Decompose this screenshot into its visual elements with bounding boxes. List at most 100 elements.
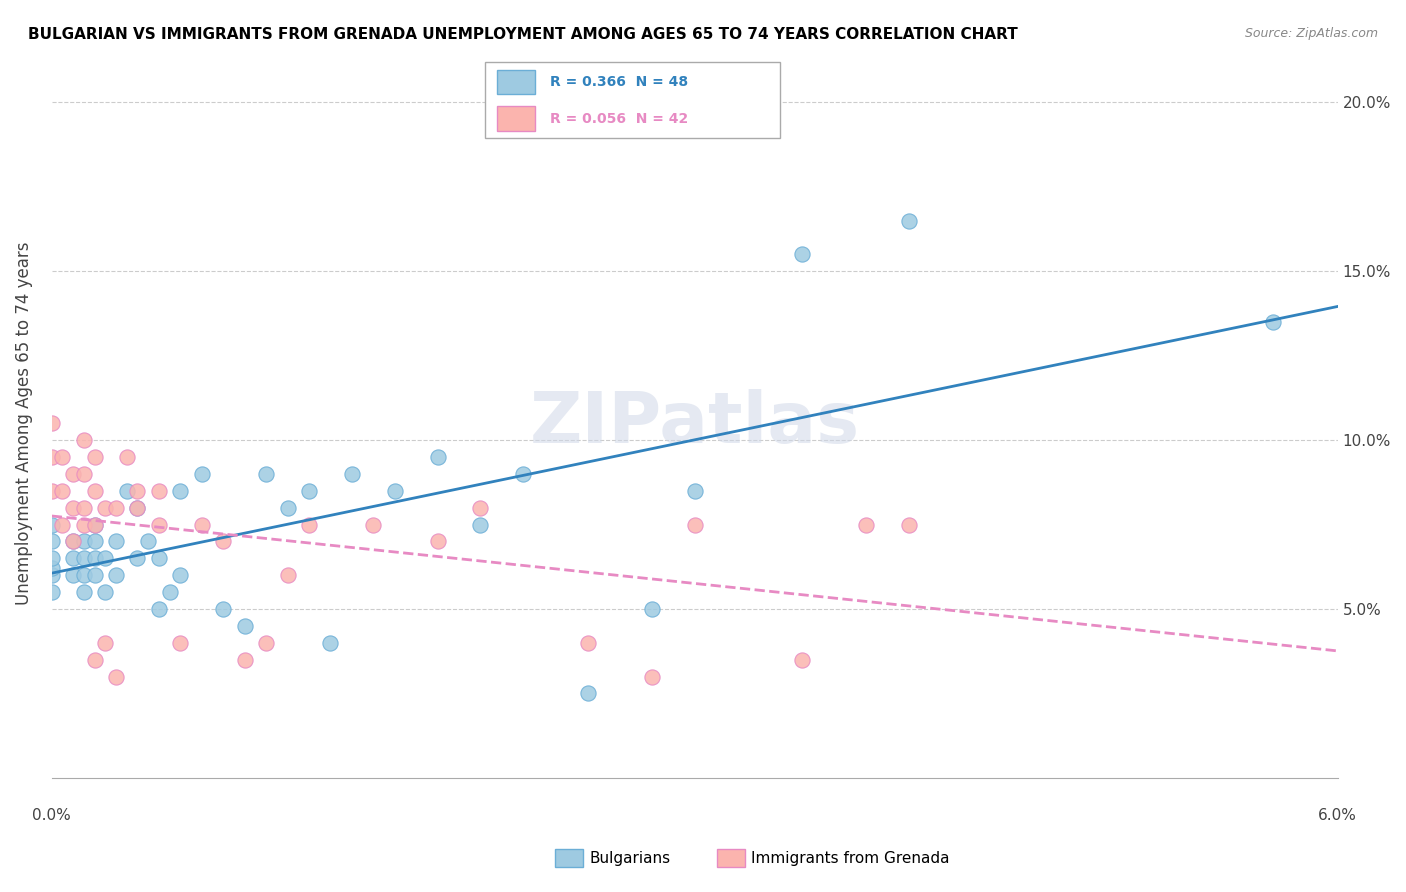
Point: [94, 500, 117, 515]
Point: [254, 636, 277, 650]
Point: [426, 450, 449, 464]
Point: [62, 467, 84, 481]
Point: [276, 500, 298, 515]
Point: [51, 483, 73, 498]
Point: [212, 534, 235, 549]
Text: ZIPatlas: ZIPatlas: [530, 389, 860, 458]
Point: [73, 433, 96, 447]
Point: [276, 568, 298, 582]
Point: [127, 500, 149, 515]
Point: [855, 517, 877, 532]
Point: [426, 534, 449, 549]
Point: [73, 467, 96, 481]
Point: [898, 213, 921, 227]
Point: [127, 500, 149, 515]
Point: [136, 534, 159, 549]
Bar: [496, 70, 536, 95]
Point: [62, 551, 84, 566]
Point: [41, 450, 63, 464]
Point: [361, 517, 384, 532]
Point: [83, 517, 105, 532]
Point: [233, 619, 256, 633]
Point: [191, 517, 214, 532]
Point: [105, 500, 128, 515]
Text: Source: ZipAtlas.com: Source: ZipAtlas.com: [1244, 27, 1378, 40]
Point: [73, 500, 96, 515]
Point: [683, 517, 706, 532]
Point: [127, 483, 149, 498]
Point: [83, 568, 105, 582]
Point: [41, 568, 63, 582]
Y-axis label: Unemployment Among Ages 65 to 74 years: Unemployment Among Ages 65 to 74 years: [15, 242, 32, 605]
Point: [298, 517, 321, 532]
Point: [73, 517, 96, 532]
Point: [898, 517, 921, 532]
Point: [62, 500, 84, 515]
Point: [148, 517, 170, 532]
Point: [83, 517, 105, 532]
Point: [790, 653, 813, 667]
Point: [94, 551, 117, 566]
Point: [94, 585, 117, 599]
Point: [105, 669, 128, 683]
Point: [169, 636, 191, 650]
Point: [641, 602, 664, 616]
Point: [51, 450, 73, 464]
Point: [254, 467, 277, 481]
Point: [94, 636, 117, 650]
Point: [576, 636, 599, 650]
Point: [83, 551, 105, 566]
Point: [641, 669, 664, 683]
Text: 0.0%: 0.0%: [32, 808, 72, 823]
Point: [105, 568, 128, 582]
Point: [115, 483, 138, 498]
Point: [384, 483, 406, 498]
Point: [212, 602, 235, 616]
Point: [62, 534, 84, 549]
Point: [73, 551, 96, 566]
Point: [73, 568, 96, 582]
Text: BULGARIAN VS IMMIGRANTS FROM GRENADA UNEMPLOYMENT AMONG AGES 65 TO 74 YEARS CORR: BULGARIAN VS IMMIGRANTS FROM GRENADA UNE…: [28, 27, 1018, 42]
Point: [41, 551, 63, 566]
Point: [683, 483, 706, 498]
Point: [127, 551, 149, 566]
Point: [159, 585, 181, 599]
Point: [115, 450, 138, 464]
Point: [73, 585, 96, 599]
Point: [470, 500, 492, 515]
Point: [340, 467, 363, 481]
Point: [233, 653, 256, 667]
Point: [62, 568, 84, 582]
Point: [41, 483, 63, 498]
Point: [41, 585, 63, 599]
Point: [298, 483, 321, 498]
FancyBboxPatch shape: [485, 62, 780, 138]
Point: [83, 483, 105, 498]
Point: [148, 551, 170, 566]
Point: [169, 568, 191, 582]
Point: [41, 517, 63, 532]
Point: [576, 686, 599, 700]
Point: [1263, 315, 1285, 329]
Text: R = 0.056  N = 42: R = 0.056 N = 42: [550, 112, 689, 126]
Text: Immigrants from Grenada: Immigrants from Grenada: [751, 851, 949, 865]
Point: [169, 483, 191, 498]
Point: [41, 534, 63, 549]
Point: [148, 483, 170, 498]
Point: [470, 517, 492, 532]
Text: R = 0.366  N = 48: R = 0.366 N = 48: [550, 75, 688, 89]
Point: [83, 534, 105, 549]
Point: [105, 534, 128, 549]
Text: 6.0%: 6.0%: [1319, 808, 1357, 823]
Point: [512, 467, 534, 481]
Point: [191, 467, 214, 481]
Bar: [496, 106, 536, 130]
Point: [62, 534, 84, 549]
Text: Bulgarians: Bulgarians: [589, 851, 671, 865]
Point: [790, 247, 813, 261]
Point: [41, 561, 63, 575]
Point: [319, 636, 342, 650]
Point: [41, 416, 63, 430]
Point: [73, 534, 96, 549]
Point: [51, 517, 73, 532]
